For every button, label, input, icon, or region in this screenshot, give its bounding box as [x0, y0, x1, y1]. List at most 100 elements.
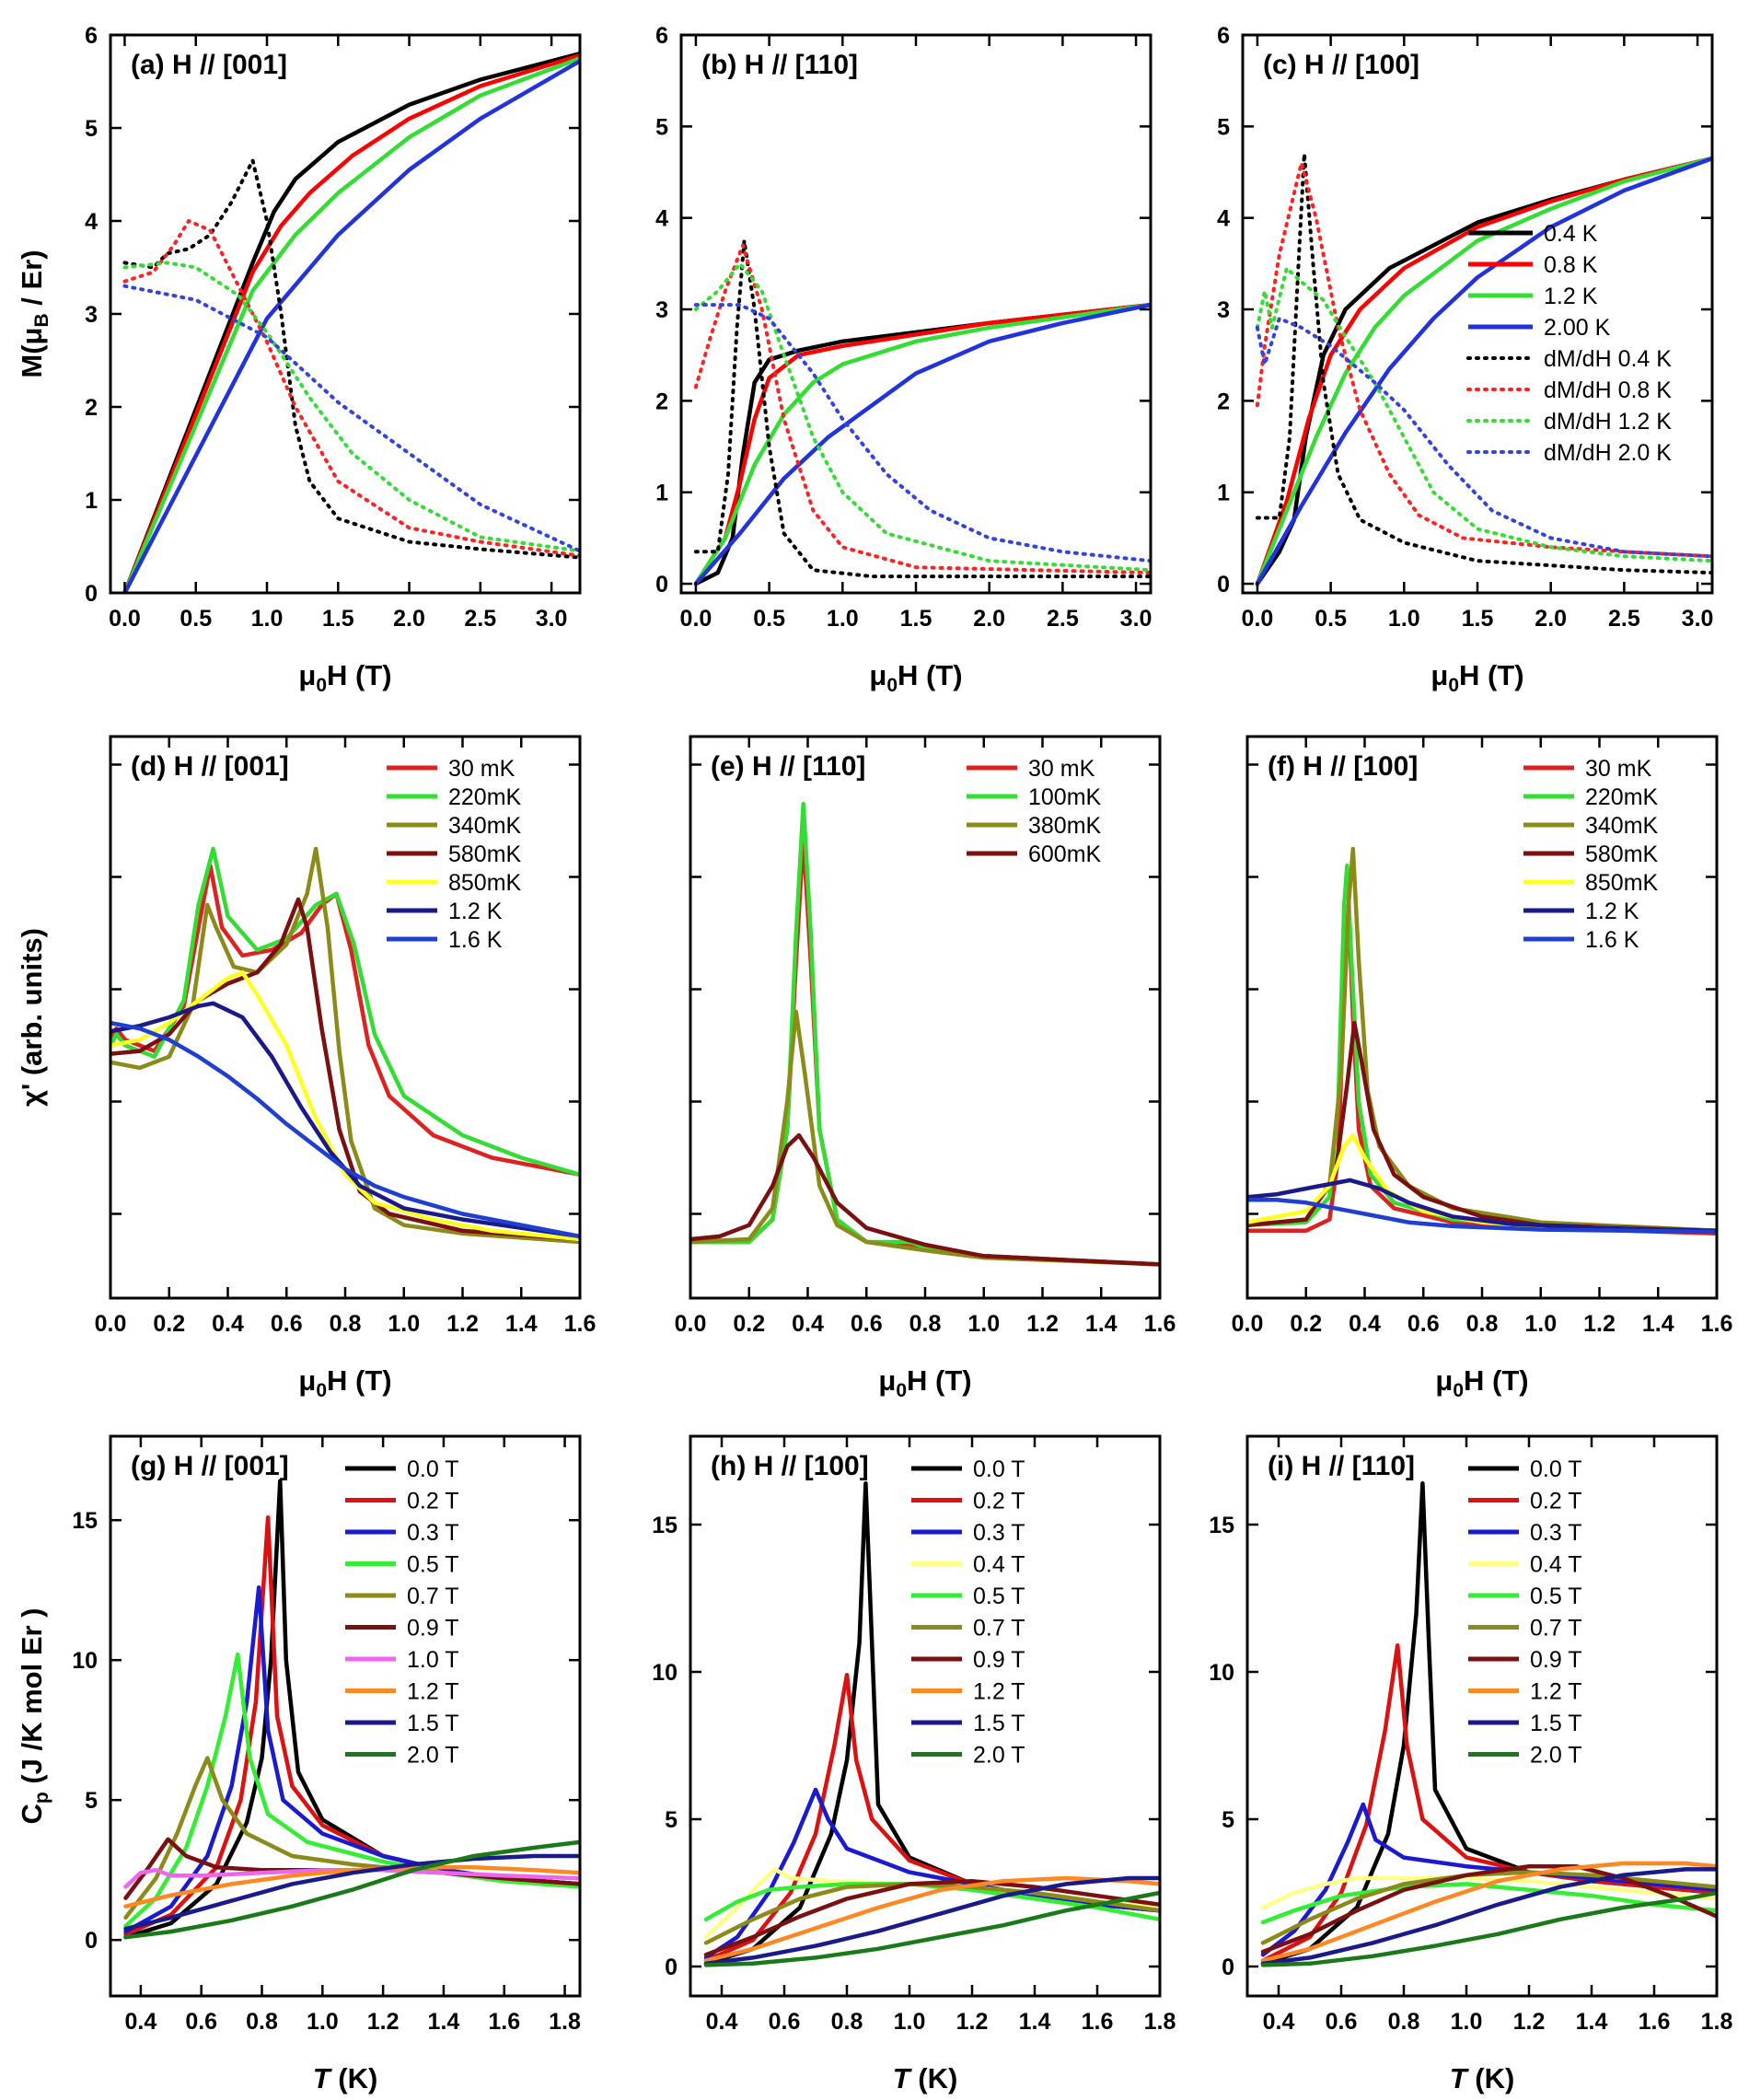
x-tick-label: 0.2: [153, 1311, 185, 1337]
x-axis-label-main: μ: [1435, 1364, 1453, 1397]
x-tick-label: 1.4: [1642, 1311, 1674, 1337]
x-tick-label: 3.0: [1120, 606, 1152, 632]
series-line-0-5-t: [1260, 1882, 1717, 1925]
x-tick-label: 0.0: [675, 1311, 707, 1337]
legend: 0.0 T 0.2 T 0.3 T 0.4 T 0.5 T 0.7 T 0.9 T 1.2 T…: [1468, 1456, 1582, 1769]
x-tick-label: 1.0: [251, 606, 284, 632]
y-tick-label: 5: [85, 1788, 98, 1814]
x-tick-label: 0.6: [1407, 1311, 1440, 1337]
series-line-0-9-t: [703, 1878, 1160, 1957]
y-tick-label: 0: [1217, 572, 1230, 598]
x-tick-label: 1.6: [1701, 1311, 1733, 1337]
x-tick-label: 1.6: [1144, 1311, 1176, 1337]
plot-frame: [1245, 1434, 1719, 1998]
legend-label: dM/dH 1.2 K: [1544, 409, 1672, 435]
legend-label: 1.2 K: [1544, 284, 1598, 309]
panel-title: (g) H // [001]: [131, 1451, 289, 1481]
series-line-580mk: [110, 897, 580, 1242]
plot-frame: [1241, 33, 1714, 595]
y-tick-label: 10: [652, 1660, 678, 1686]
y-tick-label: 0: [85, 581, 98, 607]
x-axis-label: μ0H (T): [298, 1364, 391, 1401]
x-tick-label: 1.4: [1019, 2009, 1051, 2035]
series-line-dm-dh-1-2-k: [1255, 266, 1712, 563]
legend-label: 0.0 T: [973, 1456, 1025, 1482]
x-axis-label: T (K): [313, 2062, 378, 2094]
series-line-1-2-k: [110, 1001, 580, 1239]
legend-label: 0.2 T: [973, 1489, 1025, 1514]
x-tick-label: 1.2: [367, 2009, 400, 2035]
x-tick-label: 0.5: [1315, 606, 1347, 632]
x-tick-label: 1.2: [956, 2009, 989, 2035]
panel-i: 0.4 0.6 0.8 1.0 1.2 1.4 1.6 1.8 0 5 10 15 (i) H // […: [1209, 1434, 1732, 2094]
x-axis-label-sub: 0: [886, 675, 898, 696]
x-tick-label: 0.8: [831, 2009, 863, 2035]
y-tick-label: 1: [655, 481, 668, 506]
x-axis-label-main: μ: [869, 659, 886, 691]
legend-label: 0.3 T: [973, 1520, 1025, 1546]
series-line-1-6-k: [110, 1020, 580, 1239]
series-line-1-2-k: [122, 56, 580, 593]
x-tick-label: 0.6: [1326, 2009, 1358, 2035]
y-tick-label: 10: [1209, 1660, 1234, 1686]
x-tick-label: 3.0: [536, 606, 568, 632]
x-tick-label: 1.0: [967, 1311, 1000, 1337]
legend-label: 850mK: [448, 870, 522, 896]
legend-label: dM/dH 0.8 K: [1544, 377, 1672, 403]
legend-label: 850mK: [1585, 870, 1659, 896]
y-tick-label: 3: [655, 297, 668, 323]
legend-label: 0.3 T: [407, 1520, 459, 1546]
x-tick-label: 1.0: [894, 2009, 926, 2035]
x-tick-label: 0.4: [212, 1311, 244, 1337]
legend-label: 340mK: [448, 813, 522, 839]
x-axis-label: μ0H (T): [1430, 659, 1523, 696]
series-line-2-00-k: [693, 302, 1151, 586]
legend-label: 30 mK: [1585, 756, 1652, 782]
x-tick-label: 0.0: [109, 606, 141, 632]
series-line-1-2-k: [1247, 1178, 1717, 1234]
y-tick-label: 2: [85, 395, 98, 421]
x-axis-label-main: T: [313, 2062, 333, 2094]
plot-frame: [109, 33, 582, 595]
y-tick-label: 4: [655, 206, 668, 232]
series-line-1-5-t: [703, 1875, 1160, 1967]
series-line-1-6-k: [1247, 1198, 1717, 1235]
legend-label: 580mK: [448, 841, 522, 867]
x-axis-label-rest: H (T): [327, 1364, 392, 1397]
x-axis-label-rest: (K): [910, 2062, 958, 2094]
x-tick-label: 0.2: [733, 1311, 765, 1337]
legend-label: 220mK: [448, 784, 522, 810]
x-tick-label: 1.0: [827, 606, 859, 632]
legend-label: 0.0 T: [1530, 1456, 1582, 1482]
y-tick-label: 0: [1222, 1955, 1234, 1980]
series-line-1-2-k: [1255, 156, 1712, 586]
x-axis-label-main: T: [1450, 2062, 1470, 2094]
panel-a: 0.0 0.5 1.0 1.5 2.0 2.5 3.0 0 1 2 3 4 5 6 (a) H // [00…: [16, 23, 582, 696]
x-tick-label: 0.8: [1466, 1311, 1499, 1337]
series-line-2-0-t: [703, 1890, 1160, 1967]
legend-label: 0.2 T: [1530, 1489, 1582, 1514]
x-axis-label-sub: 0: [1448, 675, 1459, 696]
x-axis-label-sub: 0: [896, 1380, 907, 1401]
legend-label: 1.2 T: [1530, 1679, 1582, 1705]
legend-label: 580mK: [1585, 841, 1659, 867]
x-axis-label-rest: H (T): [907, 1364, 972, 1397]
legend-label: 600mK: [1028, 841, 1102, 867]
series-group: [690, 801, 1160, 1267]
panel-g: 0.4 0.6 0.8 1.0 1.2 1.4 1.6 1.8 0 5 10 15 (g) H // […: [16, 1434, 582, 2094]
x-axis-label-main: μ: [878, 1364, 896, 1397]
series-line-2-0-t: [1260, 1890, 1717, 1967]
legend: 0.0 T 0.2 T 0.3 T 0.4 T 0.5 T 0.7 T 0.9 T 1.2 T…: [911, 1456, 1025, 1769]
x-tick-label: 1.8: [549, 2009, 581, 2035]
y-axis-label-main: χ' (arb. units): [16, 928, 48, 1107]
x-axis-label-main: T: [893, 2062, 913, 2094]
series-line-600mk: [690, 1132, 1160, 1267]
series-line-2-00-k: [1255, 156, 1712, 586]
series-line-850mk: [110, 969, 580, 1242]
y-tick-label: 5: [85, 116, 98, 142]
legend-label: 0.7 T: [1530, 1616, 1582, 1642]
x-tick-label: 2.0: [393, 606, 425, 632]
legend-label: 0.7 T: [973, 1616, 1025, 1642]
legend-label: 1.2 T: [973, 1679, 1025, 1705]
series-line-0-9-t: [1260, 1863, 1717, 1955]
